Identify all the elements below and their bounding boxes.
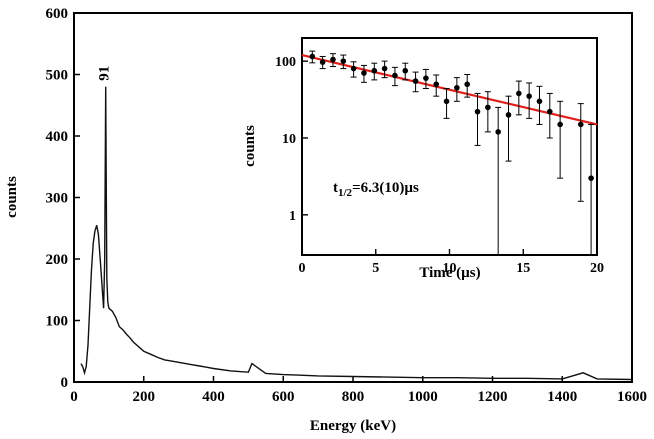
main-y-axis-title: counts [4, 176, 20, 218]
inset-annotation: t1/2=6.3(10)µs [333, 180, 419, 199]
peak-label-91: 91 [97, 66, 113, 81]
inset-x-tick-label: 20 [590, 261, 604, 276]
inset-x-axis-title: Time (µs) [419, 265, 480, 281]
main-x-tick-label: 0 [70, 389, 78, 405]
inset-data-point [350, 65, 357, 72]
main-x-tick-label: 1400 [547, 389, 577, 405]
inset-data-point [474, 108, 481, 115]
main-x-tick-label: 600 [272, 389, 295, 405]
main-y-tick-label: 0 [61, 375, 69, 391]
inset-data-point [402, 67, 409, 74]
inset-data-point [381, 65, 388, 72]
inset-data-point [464, 81, 471, 88]
inset-x-tick-label: 10 [443, 261, 457, 276]
inset-data-point [330, 56, 336, 63]
main-y-tick-label: 200 [46, 252, 69, 268]
inset-plot-frame [301, 37, 598, 256]
main-y-axis: 0 100 200 300 400 500 600 [46, 6, 80, 391]
spectrum-series-line [80, 86, 633, 381]
main-x-tick-label: 1600 [617, 389, 647, 405]
inset-y-tick-label: 100 [275, 55, 296, 70]
inset-data-point [485, 104, 491, 111]
inset-data-point [536, 98, 543, 105]
inset-data-point [588, 175, 594, 181]
main-x-tick-label: 800 [342, 389, 365, 405]
inset-data-point [505, 112, 512, 118]
main-y-tick-label: 500 [46, 68, 69, 84]
inset-data-point [361, 70, 367, 76]
main-y-tick-label: 100 [46, 314, 69, 330]
inset-data-point [423, 75, 429, 81]
main-x-tick-label: 400 [202, 389, 225, 405]
inset-y-tick-label: 1 [289, 209, 296, 224]
inset-y-axis: 1 10 100 [275, 55, 308, 224]
main-y-tick-label: 300 [46, 191, 69, 207]
inset-data-point [340, 58, 347, 64]
main-x-axis: 0 200 400 600 800 1000 1200 1400 1600 [70, 376, 647, 405]
main-x-tick-label: 200 [133, 389, 156, 405]
inset-data-point [454, 84, 460, 91]
main-x-tick-label: 1200 [478, 389, 508, 405]
inset-x-axis: 0 5 10 15 20 [299, 249, 604, 276]
main-y-tick-label: 600 [46, 6, 69, 22]
inset-data-point [371, 67, 378, 74]
inset-data-point [392, 72, 398, 79]
inset-data-point [577, 121, 584, 128]
inset-x-tick-label: 0 [299, 261, 306, 276]
inset-data-point [495, 129, 501, 135]
inset-data-point [557, 121, 563, 128]
inset-data-point [516, 90, 522, 97]
inset-y-tick-label: 10 [282, 132, 296, 147]
inset-x-tick-label: 15 [516, 261, 530, 276]
inset-data-point [526, 93, 532, 99]
main-chart: 0 200 400 600 800 1000 1200 1400 1600 0100200300… [4, 6, 647, 434]
inset-chart: 0 5 10 15 20 1 10 100 t1/2=6.3(10)µs Time (µs)… [242, 37, 604, 281]
main-x-axis-title: Energy (keV) [310, 418, 396, 434]
main-x-tick-label: 1000 [408, 389, 438, 405]
inset-data-point [309, 53, 316, 60]
inset-data-points [309, 50, 595, 255]
inset-data-point [443, 98, 450, 105]
main-y-tick-label: 400 [46, 129, 69, 145]
inset-data-point [412, 78, 419, 84]
inset-data-point [547, 108, 553, 115]
inset-x-tick-label: 5 [372, 261, 379, 276]
inset-y-axis-title: counts [242, 125, 258, 167]
inset-data-point [433, 81, 440, 88]
inset-data-point [319, 59, 326, 65]
